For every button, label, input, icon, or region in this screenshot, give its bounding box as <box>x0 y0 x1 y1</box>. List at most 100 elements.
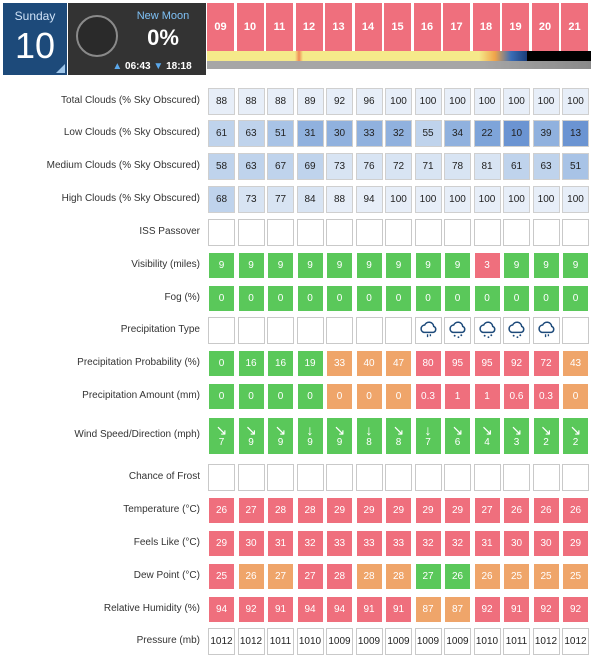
forecast-cell[interactable]: 25 <box>208 563 235 590</box>
forecast-cell[interactable] <box>562 317 589 344</box>
forecast-cell[interactable]: 100 <box>414 88 442 115</box>
forecast-cell[interactable]: 40 <box>355 350 383 377</box>
forecast-cell[interactable]: 84 <box>296 186 324 213</box>
forecast-cell[interactable]: 22 <box>473 120 501 147</box>
forecast-cell[interactable]: 28 <box>326 563 353 590</box>
forecast-cell[interactable]: ↓ 8 <box>355 417 383 455</box>
forecast-cell[interactable]: 100 <box>473 88 501 115</box>
forecast-cell[interactable]: 9 <box>562 252 589 279</box>
forecast-cell[interactable] <box>267 219 294 246</box>
forecast-cell[interactable]: 100 <box>503 186 530 213</box>
forecast-cell[interactable]: 9 <box>208 252 235 279</box>
forecast-cell[interactable]: 92 <box>503 350 530 377</box>
forecast-cell[interactable] <box>326 464 353 491</box>
forecast-cell[interactable]: 32 <box>414 530 442 557</box>
forecast-cell[interactable] <box>296 317 324 344</box>
forecast-cell[interactable]: 30 <box>503 530 530 557</box>
forecast-cell[interactable]: 0 <box>208 350 235 377</box>
forecast-cell[interactable]: 30 <box>237 530 265 557</box>
forecast-cell[interactable]: 26 <box>208 497 235 524</box>
forecast-cell[interactable]: 26 <box>503 497 530 524</box>
forecast-cell[interactable] <box>326 219 353 246</box>
forecast-cell[interactable]: 9 <box>355 252 383 279</box>
forecast-cell[interactable] <box>267 317 294 344</box>
forecast-cell[interactable]: 9 <box>326 252 353 279</box>
forecast-cell[interactable]: ↘ 9 <box>237 417 265 455</box>
forecast-cell[interactable]: 0.3 <box>532 383 560 410</box>
forecast-cell[interactable] <box>503 464 530 491</box>
forecast-cell[interactable]: 32 <box>444 530 471 557</box>
forecast-cell[interactable]: 77 <box>267 186 294 213</box>
forecast-cell[interactable]: 100 <box>444 88 471 115</box>
hour-21[interactable]: 21 <box>561 3 588 51</box>
hour-11[interactable]: 11 <box>266 3 293 51</box>
forecast-cell[interactable]: 31 <box>296 120 324 147</box>
forecast-cell[interactable]: 100 <box>562 186 589 213</box>
forecast-cell[interactable] <box>296 219 324 246</box>
forecast-cell[interactable]: 91 <box>385 596 412 623</box>
corner-expand-icon[interactable] <box>56 64 65 73</box>
forecast-cell[interactable]: 29 <box>385 497 412 524</box>
forecast-cell[interactable]: 29 <box>208 530 235 557</box>
forecast-cell[interactable]: 1011 <box>267 628 294 655</box>
forecast-cell[interactable] <box>473 317 501 344</box>
forecast-cell[interactable]: 1009 <box>326 628 353 655</box>
forecast-cell[interactable]: 1 <box>473 383 501 410</box>
forecast-cell[interactable]: 16 <box>267 350 294 377</box>
forecast-cell[interactable]: 1009 <box>414 628 442 655</box>
forecast-cell[interactable]: 31 <box>473 530 501 557</box>
forecast-cell[interactable] <box>267 464 294 491</box>
forecast-cell[interactable] <box>237 219 265 246</box>
hour-14[interactable]: 14 <box>354 3 382 51</box>
forecast-cell[interactable]: 96 <box>355 88 383 115</box>
forecast-cell[interactable]: 0 <box>532 285 560 312</box>
forecast-cell[interactable]: 9 <box>503 252 530 279</box>
forecast-cell[interactable]: 33 <box>385 530 412 557</box>
forecast-cell[interactable]: ↘ 2 <box>562 417 589 455</box>
forecast-cell[interactable]: 9 <box>444 252 471 279</box>
forecast-cell[interactable]: 1012 <box>208 628 235 655</box>
forecast-cell[interactable] <box>444 219 471 246</box>
forecast-cell[interactable] <box>532 219 560 246</box>
forecast-cell[interactable]: 0 <box>208 383 235 410</box>
forecast-cell[interactable]: 100 <box>562 88 589 115</box>
forecast-cell[interactable]: 63 <box>237 153 265 180</box>
forecast-cell[interactable]: 27 <box>296 563 324 590</box>
forecast-cell[interactable]: 67 <box>267 153 294 180</box>
hour-17[interactable]: 17 <box>443 3 470 51</box>
forecast-cell[interactable]: 95 <box>444 350 471 377</box>
forecast-cell[interactable]: 72 <box>385 153 412 180</box>
forecast-cell[interactable] <box>385 317 412 344</box>
forecast-cell[interactable]: 9 <box>414 252 442 279</box>
forecast-cell[interactable] <box>414 317 442 344</box>
forecast-cell[interactable]: 0 <box>296 383 324 410</box>
forecast-cell[interactable]: 28 <box>385 563 412 590</box>
forecast-cell[interactable]: 26 <box>444 563 471 590</box>
forecast-cell[interactable]: 94 <box>296 596 324 623</box>
forecast-cell[interactable] <box>208 464 235 491</box>
forecast-cell[interactable]: 27 <box>267 563 294 590</box>
forecast-cell[interactable] <box>444 464 471 491</box>
forecast-cell[interactable]: 47 <box>385 350 412 377</box>
forecast-cell[interactable]: ↘ 8 <box>385 417 412 455</box>
forecast-cell[interactable]: 1009 <box>385 628 412 655</box>
forecast-cell[interactable] <box>208 219 235 246</box>
forecast-cell[interactable]: 63 <box>532 153 560 180</box>
forecast-cell[interactable] <box>326 317 353 344</box>
forecast-cell[interactable]: 71 <box>414 153 442 180</box>
forecast-cell[interactable]: 29 <box>414 497 442 524</box>
forecast-cell[interactable] <box>473 464 501 491</box>
forecast-cell[interactable]: 9 <box>532 252 560 279</box>
forecast-cell[interactable]: 1010 <box>296 628 324 655</box>
forecast-cell[interactable]: 100 <box>532 186 560 213</box>
forecast-cell[interactable]: 88 <box>208 88 235 115</box>
forecast-cell[interactable]: 89 <box>296 88 324 115</box>
forecast-cell[interactable]: 92 <box>473 596 501 623</box>
forecast-cell[interactable]: 27 <box>473 497 501 524</box>
forecast-cell[interactable]: 0 <box>355 383 383 410</box>
forecast-cell[interactable]: 63 <box>237 120 265 147</box>
forecast-cell[interactable]: ↓ 9 <box>296 417 324 455</box>
forecast-cell[interactable]: 73 <box>237 186 265 213</box>
forecast-cell[interactable]: 26 <box>473 563 501 590</box>
forecast-cell[interactable]: ↘ 3 <box>503 417 530 455</box>
